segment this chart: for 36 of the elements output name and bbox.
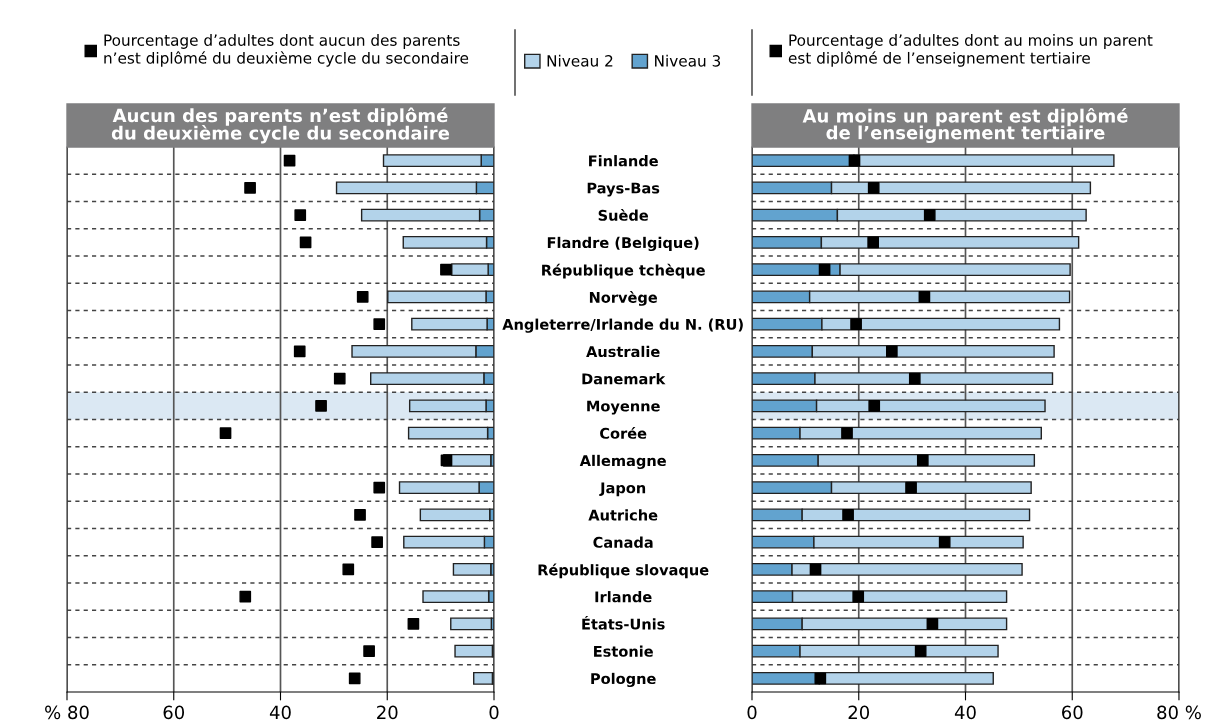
y-tick-label: Estonie — [594, 645, 653, 657]
y-tick-label: Norvège — [589, 291, 658, 306]
x-tick-label: 0 — [489, 705, 499, 720]
y-tick-label: Finlande — [589, 155, 658, 167]
y-tick-label: Pays-Bas — [587, 182, 660, 197]
y-tick-label: République tchèque — [542, 263, 705, 279]
y-tick-label: Angleterre/Irlande du N. (RU) — [502, 318, 743, 333]
y-tick-label: États-Unis — [582, 615, 665, 630]
x-tick-label: 20 — [377, 705, 398, 720]
y-tick-label: Flandre (Belgique) — [547, 236, 699, 252]
x-tick-label: 60 — [1062, 705, 1083, 720]
legend-label: Niveau 2 — [547, 54, 613, 67]
y-tick-label: Corée — [600, 427, 647, 439]
x-tick-label: 0 — [747, 705, 757, 720]
x-tick-label: 60 — [163, 705, 185, 720]
chart-title: Aucun des parents n’est diplômé du deuxième cycle du secondaire — [111, 107, 450, 144]
y-tick-label: Pologne — [591, 672, 656, 688]
y-tick-label: Japon — [599, 482, 646, 497]
y-tick-label: République slovaque — [538, 563, 709, 579]
y-tick-label: Danemark — [582, 373, 666, 385]
y-tick-label: Irlande — [595, 591, 652, 603]
x-tick-label: 20 — [848, 705, 870, 720]
y-tick-label: Suède — [598, 209, 649, 221]
chart-title: Au moins un parent est diplômé de l’enseignement tertiaire — [802, 107, 1128, 144]
x-tick-label: 80 % — [1157, 705, 1201, 720]
y-tick-label: Canada — [593, 536, 653, 548]
y-tick-label: Australie — [586, 345, 660, 358]
legend-label: Niveau 3 — [655, 54, 721, 67]
legend-label: Pourcentage d’adultes dont aucun des parents n’est diplômé du deuxième cycle du secondaire — [104, 34, 469, 67]
y-tick-label: Autriche — [588, 509, 658, 521]
x-tick-label: 40 — [954, 705, 976, 720]
legend-label: Pourcentage d’adultes dont au moins un parent est diplômé de l’enseignement tertiaire — [788, 34, 1153, 67]
y-tick-label: Allemagne — [579, 454, 666, 470]
x-tick-label: % 80 — [45, 705, 89, 720]
x-tick-label: 40 — [269, 705, 291, 720]
y-tick-label: Moyenne — [587, 400, 660, 415]
